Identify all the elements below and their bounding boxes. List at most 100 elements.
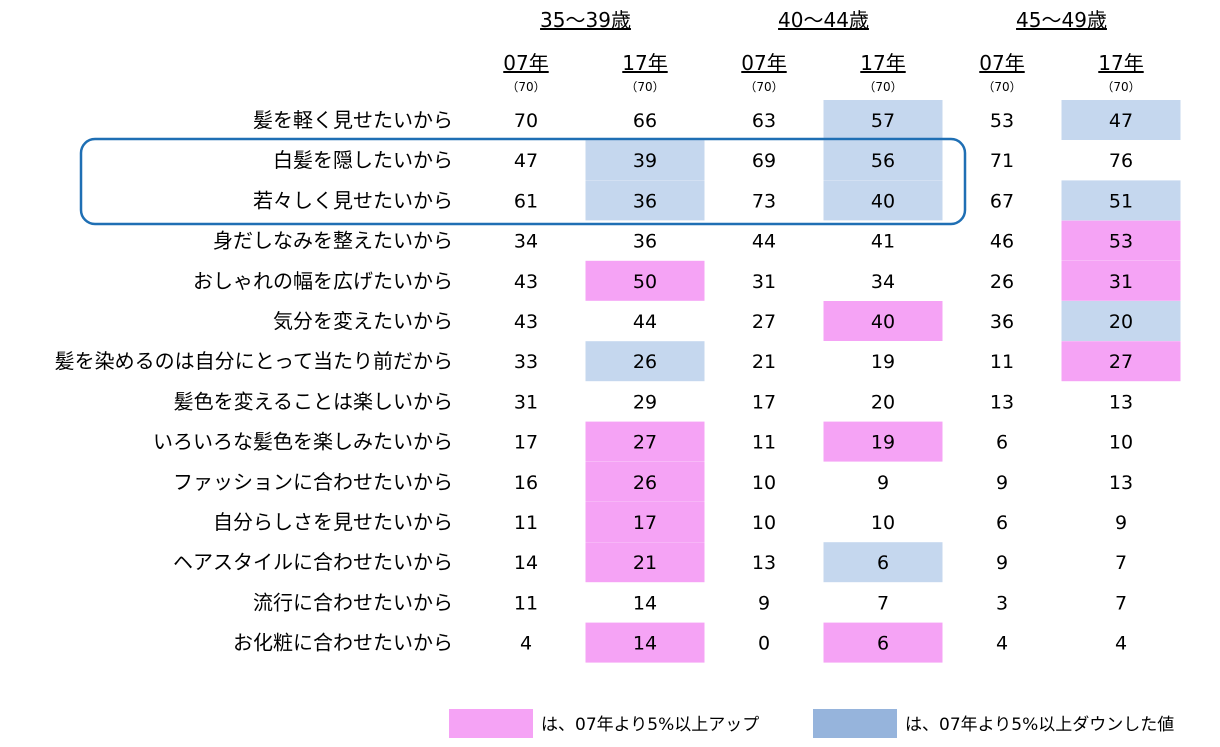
row-label: 白髪を隠したいから bbox=[273, 148, 453, 172]
table-cell-value: 57 bbox=[871, 110, 895, 132]
sample-size-label: （70） bbox=[1101, 80, 1140, 94]
table-cell-value: 73 bbox=[752, 190, 776, 212]
sample-size-label: （70） bbox=[506, 80, 545, 94]
table-cell-value: 70 bbox=[514, 110, 538, 132]
table-cell-value: 27 bbox=[633, 432, 657, 454]
highlight-cell-down bbox=[1061, 301, 1181, 341]
table-cell-value: 53 bbox=[990, 110, 1014, 132]
table-cell-value: 10 bbox=[752, 472, 776, 494]
row-label: ファッションに合わせたいから bbox=[173, 470, 453, 494]
year-header: 17年 bbox=[1098, 51, 1143, 75]
sample-size-label: （70） bbox=[625, 80, 664, 94]
table-cell-value: 13 bbox=[752, 552, 776, 574]
table-cell-value: 14 bbox=[633, 592, 657, 614]
highlight-cells bbox=[585, 100, 1181, 663]
age-group-header: 35～39歳 bbox=[540, 8, 631, 32]
row-label: ヘアスタイルに合わせたいから bbox=[173, 550, 453, 574]
year-header: 07年 bbox=[503, 51, 548, 75]
legend-swatch-up bbox=[449, 709, 533, 738]
table-cell-value: 27 bbox=[752, 311, 776, 333]
row-label: 髪を染めるのは自分にとって当たり前だから bbox=[55, 349, 453, 373]
table-cell-value: 44 bbox=[752, 231, 776, 253]
table-cell-value: 17 bbox=[752, 391, 776, 413]
table-cell-value: 7 bbox=[877, 592, 889, 614]
sample-size-label: （70） bbox=[744, 80, 783, 94]
table-cell-value: 36 bbox=[633, 231, 657, 253]
row-label: いろいろな髪色を楽しみたいから bbox=[153, 430, 453, 454]
table-cell-value: 19 bbox=[871, 351, 895, 373]
table-cell-value: 14 bbox=[514, 552, 538, 574]
row-label: 自分らしさを見せたいから bbox=[213, 510, 453, 534]
table-cell-value: 10 bbox=[752, 512, 776, 534]
legend-label: は、07年より5%以上ダウンした値 bbox=[905, 715, 1174, 735]
table-cell-value: 41 bbox=[871, 231, 895, 253]
table-cell-value: 11 bbox=[514, 592, 538, 614]
table-cell-value: 36 bbox=[633, 190, 657, 212]
table-cell-value: 0 bbox=[758, 633, 770, 655]
table-cell-value: 10 bbox=[871, 512, 895, 534]
table-cell-value: 27 bbox=[1109, 351, 1133, 373]
row-label: お化粧に合わせたいから bbox=[233, 631, 453, 655]
table-cell-value: 26 bbox=[633, 351, 657, 373]
row-label: 身だしなみを整えたいから bbox=[213, 229, 453, 253]
highlight-cell-up bbox=[585, 622, 705, 663]
table-cell-value: 43 bbox=[514, 311, 538, 333]
table-cell-value: 9 bbox=[996, 472, 1008, 494]
table-cell-value: 34 bbox=[871, 271, 895, 293]
table-cell-value: 6 bbox=[877, 633, 889, 655]
sample-size-label: （70） bbox=[863, 80, 902, 94]
year-header: 07年 bbox=[741, 51, 786, 75]
table-cell-value: 14 bbox=[633, 633, 657, 655]
table-cell-value: 44 bbox=[633, 311, 657, 333]
column-headers: 35～39歳 40～44歳 45～49歳 07年 （70） 17年 （70） 07年 （70） 1… bbox=[503, 8, 1143, 94]
table-cell-value: 16 bbox=[514, 472, 538, 494]
highlight-cell-up bbox=[823, 622, 943, 663]
highlight-cell-up bbox=[1061, 260, 1181, 301]
table-cell-value: 53 bbox=[1109, 231, 1133, 253]
highlight-cell-up bbox=[585, 502, 705, 542]
table-cell-value: 51 bbox=[1109, 190, 1133, 212]
legend-label: は、07年より5%以上アップ bbox=[541, 715, 759, 735]
table-cell-value: 50 bbox=[633, 271, 657, 293]
table-cell-value: 40 bbox=[871, 190, 895, 212]
table-cell-value: 4 bbox=[1115, 633, 1127, 655]
table-cell-value: 11 bbox=[752, 432, 776, 454]
highlight-cell-down bbox=[823, 140, 943, 181]
highlight-cell-down bbox=[823, 100, 943, 140]
table-cell-value: 9 bbox=[1115, 512, 1127, 534]
sample-size-label: （70） bbox=[982, 80, 1021, 94]
table-cell-value: 76 bbox=[1109, 150, 1133, 172]
table-cell-value: 4 bbox=[996, 633, 1008, 655]
highlight-cell-up bbox=[823, 301, 943, 341]
year-header: 07年 bbox=[979, 51, 1024, 75]
table-cell-value: 29 bbox=[633, 391, 657, 413]
table-cell-value: 39 bbox=[633, 150, 657, 172]
legend-swatch-down bbox=[813, 709, 897, 738]
table-cell-value: 9 bbox=[877, 472, 889, 494]
table-cell-value: 71 bbox=[990, 150, 1014, 172]
table-cell-value: 31 bbox=[514, 391, 538, 413]
table-cell-value: 47 bbox=[514, 150, 538, 172]
age-group-header: 45～49歳 bbox=[1016, 8, 1107, 32]
table-cell-value: 6 bbox=[877, 552, 889, 574]
year-header: 17年 bbox=[860, 51, 905, 75]
table-cell-value: 21 bbox=[633, 552, 657, 574]
table-cell-value: 9 bbox=[758, 592, 770, 614]
highlight-box bbox=[79, 137, 967, 226]
highlight-cell-up bbox=[585, 260, 705, 301]
highlight-cell-down bbox=[1061, 180, 1181, 221]
year-header: 17年 bbox=[622, 51, 667, 75]
highlight-cell-down bbox=[823, 180, 943, 221]
highlight-cell-down bbox=[1061, 100, 1181, 140]
table-cell-value: 13 bbox=[1109, 391, 1133, 413]
table-cell-value: 43 bbox=[514, 271, 538, 293]
highlight-cell-up bbox=[585, 461, 705, 502]
legend: は、07年より5%以上アップ は、07年より5%以上ダウンした値 bbox=[449, 709, 1174, 738]
table-cell-value: 13 bbox=[990, 391, 1014, 413]
table-cell-value: 6 bbox=[996, 432, 1008, 454]
table-cell-value: 11 bbox=[514, 512, 538, 534]
table-cell-value: 34 bbox=[514, 231, 538, 253]
table-cell-value: 63 bbox=[752, 110, 776, 132]
table-cell-value: 7 bbox=[1115, 552, 1127, 574]
